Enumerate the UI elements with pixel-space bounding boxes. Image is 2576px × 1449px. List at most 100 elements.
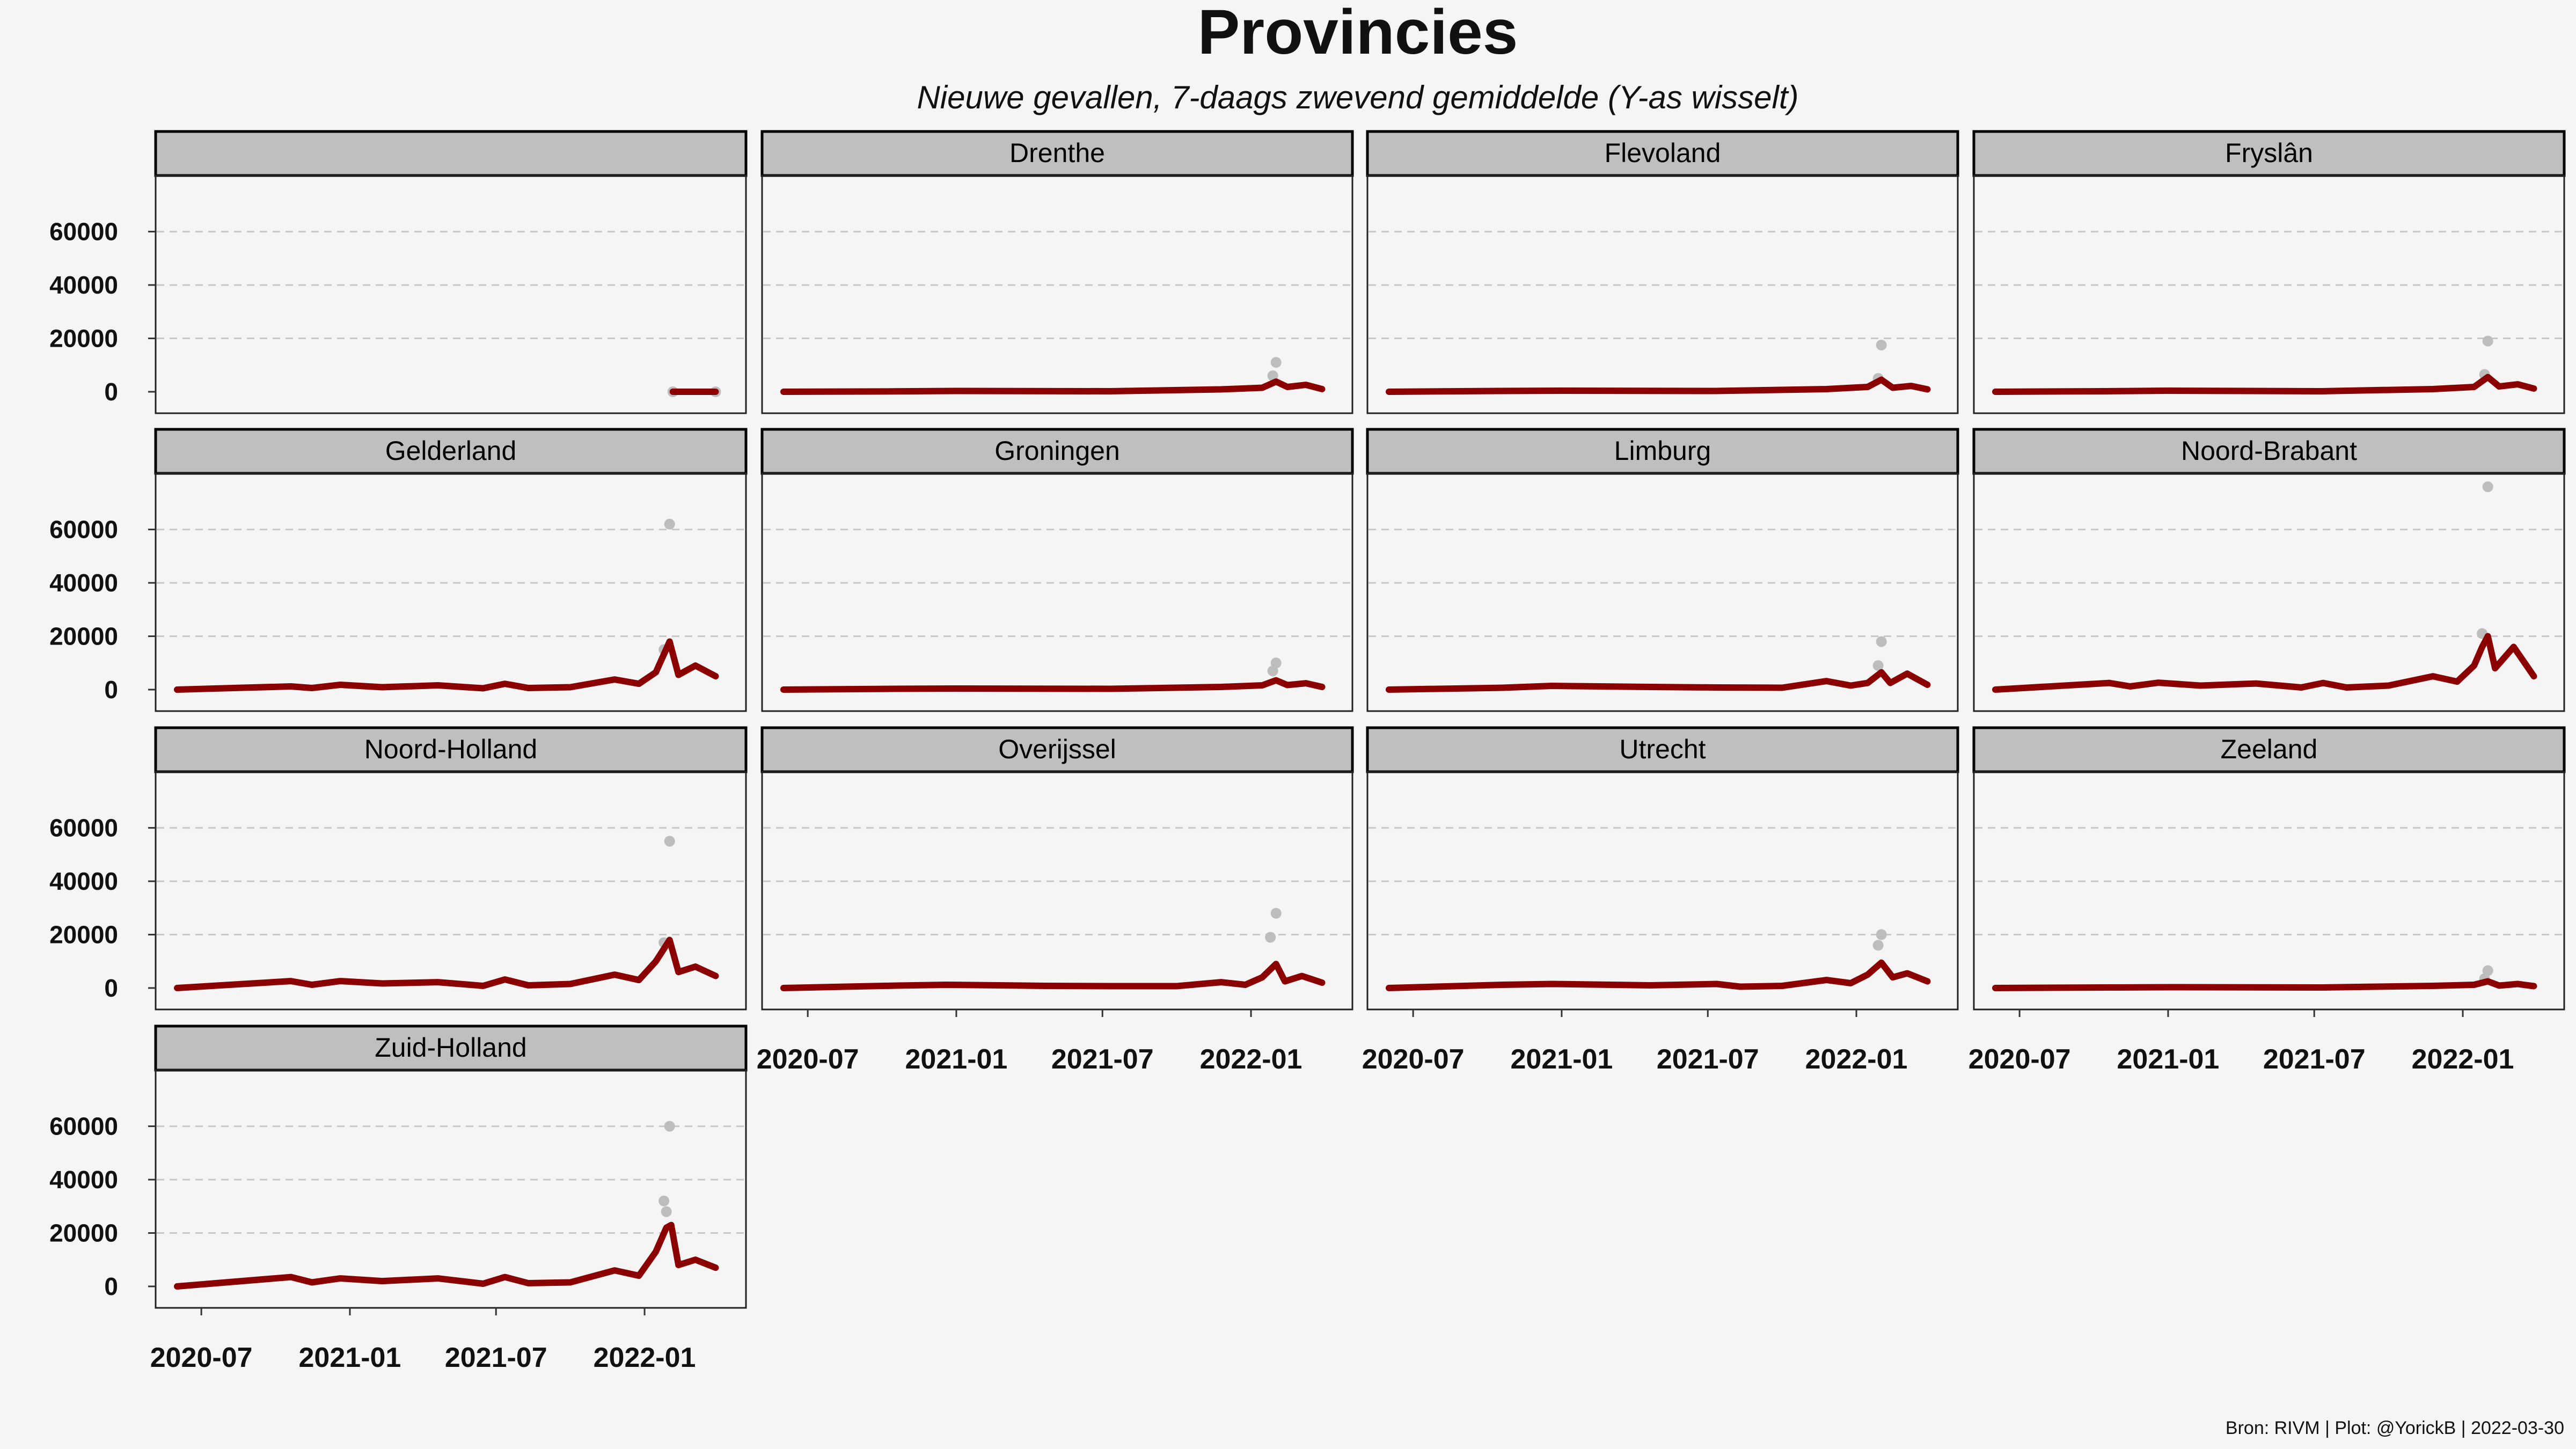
panel-label: Zuid-Holland bbox=[375, 1033, 526, 1063]
chart-title: Provincies bbox=[1198, 0, 1518, 68]
data-point bbox=[1872, 940, 1884, 951]
panels-group: 0 20000 40000 60000 Drenthe Flevoland Fryslân G… bbox=[49, 130, 2566, 1309]
series-line bbox=[780, 378, 1326, 395]
series-line bbox=[780, 961, 1326, 991]
y-tick-label: 20000 bbox=[49, 921, 118, 949]
y-tick-label: 0 bbox=[104, 378, 118, 406]
x-tick-label: 2021-01 bbox=[1511, 1044, 1613, 1075]
panel-strip bbox=[1366, 428, 1959, 475]
y-tick-label: 0 bbox=[104, 1272, 118, 1300]
panel: Zeeland bbox=[1972, 726, 2566, 1011]
panel-label: Zeeland bbox=[2221, 734, 2318, 764]
data-point bbox=[2482, 335, 2493, 347]
panel-strip bbox=[1366, 726, 1959, 773]
series-line bbox=[780, 677, 1326, 693]
x-tick-label: 2020-07 bbox=[150, 1342, 253, 1373]
series-line bbox=[1992, 374, 2537, 395]
panel-strip bbox=[154, 428, 748, 475]
panel-label: Noord-Brabant bbox=[2181, 436, 2357, 466]
x-tick-label: 2021-07 bbox=[445, 1342, 547, 1373]
panel-strip bbox=[760, 130, 1354, 177]
series-line bbox=[1386, 376, 1931, 395]
panel-label: Drenthe bbox=[1009, 138, 1105, 168]
data-point bbox=[1876, 339, 1887, 350]
chart-caption: Bron: RIVM | Plot: @YorickB | 2022-03-30 bbox=[2226, 1418, 2564, 1438]
panel: Gelderland 0 20000 40000 60000 bbox=[49, 428, 748, 712]
panel-frame bbox=[761, 174, 1353, 414]
panel-frame bbox=[155, 771, 747, 1011]
panel-label: Limburg bbox=[1614, 436, 1711, 466]
x-tick-label: 2021-01 bbox=[2117, 1044, 2220, 1075]
panel: Flevoland bbox=[1366, 130, 1959, 414]
data-point bbox=[664, 836, 675, 847]
data-point bbox=[1876, 636, 1887, 647]
data-point bbox=[658, 1195, 670, 1206]
panel-strip bbox=[154, 130, 748, 177]
panel-frame bbox=[1973, 472, 2565, 712]
x-tick-label: 2022-01 bbox=[2412, 1044, 2514, 1075]
x-tick-label: 2020-07 bbox=[1362, 1044, 1465, 1075]
panel-label: Noord-Holland bbox=[364, 734, 537, 764]
y-tick-label: 40000 bbox=[49, 867, 118, 895]
panel-frame bbox=[761, 771, 1353, 1011]
panel: Drenthe bbox=[760, 130, 1354, 414]
panel-label: Gelderland bbox=[385, 436, 517, 466]
panel-label: Overijssel bbox=[998, 734, 1116, 764]
panel: Noord-Brabant bbox=[1972, 428, 2566, 712]
panel: Fryslân bbox=[1972, 130, 2566, 414]
chart-subtitle: Nieuwe gevallen, 7-daags zwevend gemidde… bbox=[917, 79, 1798, 115]
data-point bbox=[1267, 665, 1278, 677]
panel-frame bbox=[155, 472, 747, 712]
panel-frame bbox=[1973, 771, 2565, 1011]
y-tick-label: 0 bbox=[104, 974, 118, 1002]
x-tick-label: 2022-01 bbox=[1805, 1044, 1908, 1075]
data-point bbox=[1267, 370, 1278, 382]
panel-strip bbox=[1972, 726, 2566, 773]
data-point bbox=[664, 518, 675, 530]
data-point bbox=[661, 1206, 672, 1217]
y-tick-label: 20000 bbox=[49, 1219, 118, 1247]
y-tick-label: 40000 bbox=[49, 271, 118, 299]
panel: Limburg bbox=[1366, 428, 1959, 712]
data-point bbox=[1270, 908, 1282, 919]
bottom-x-axes: 2020-07 2021-01 2021-07 2022-01 2020-07 2021-… bbox=[150, 1009, 2514, 1373]
x-tick-label: 2022-01 bbox=[594, 1342, 696, 1373]
x-tick-label: 2021-07 bbox=[1657, 1044, 1759, 1075]
x-tick-label: 2020-07 bbox=[757, 1044, 859, 1075]
panel-frame bbox=[1366, 771, 1959, 1011]
panel-frame bbox=[155, 174, 747, 414]
y-tick-label: 40000 bbox=[49, 569, 118, 597]
x-tick-label: 2021-07 bbox=[1051, 1044, 1154, 1075]
panel-strip bbox=[154, 1024, 748, 1072]
panel-frame bbox=[155, 1069, 747, 1309]
data-point bbox=[1876, 929, 1887, 940]
series-line bbox=[174, 1221, 719, 1290]
x-tick-label: 2021-01 bbox=[905, 1044, 1008, 1075]
panel: Utrecht bbox=[1366, 726, 1959, 1011]
data-point bbox=[664, 1121, 675, 1132]
panel-label: Utrecht bbox=[1619, 734, 1706, 764]
panel: Zuid-Holland 0 20000 40000 60000 bbox=[49, 1024, 748, 1309]
panel-strip bbox=[1972, 428, 2566, 475]
panel: Groningen bbox=[760, 428, 1354, 712]
x-tick-label: 2020-07 bbox=[1968, 1044, 2071, 1075]
y-tick-label: 0 bbox=[104, 676, 118, 704]
y-tick-label: 60000 bbox=[49, 516, 118, 544]
series-line bbox=[1386, 959, 1931, 991]
y-tick-label: 40000 bbox=[49, 1166, 118, 1194]
data-point bbox=[1872, 660, 1884, 671]
data-point bbox=[1270, 357, 1282, 368]
panel-frame bbox=[761, 472, 1353, 712]
panel-frame bbox=[1366, 472, 1959, 712]
x-tick-label: 2021-07 bbox=[2263, 1044, 2366, 1075]
panel: 0 20000 40000 60000 bbox=[49, 130, 748, 414]
x-tick-label: 2022-01 bbox=[1200, 1044, 1302, 1075]
series-line bbox=[174, 936, 719, 991]
panel-frame bbox=[1973, 174, 2565, 414]
panel-label: Groningen bbox=[994, 436, 1120, 466]
series-line bbox=[174, 638, 719, 693]
data-point bbox=[2482, 481, 2493, 493]
y-tick-label: 20000 bbox=[49, 623, 118, 650]
